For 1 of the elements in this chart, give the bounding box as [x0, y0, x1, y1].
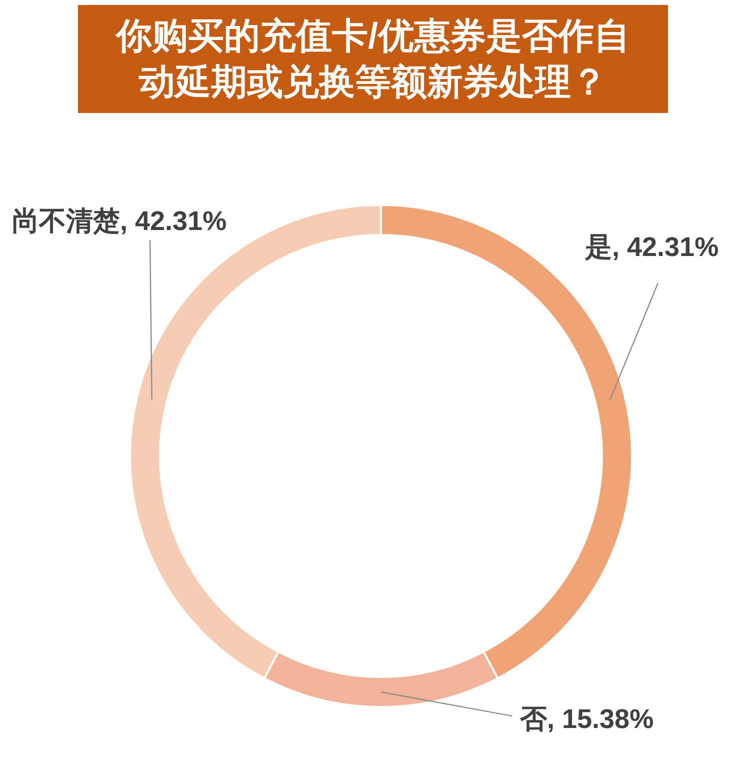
chart-title: 你购买的充值卡/优惠券是否作自动延期或兑换等额新券处理？	[78, 5, 668, 113]
